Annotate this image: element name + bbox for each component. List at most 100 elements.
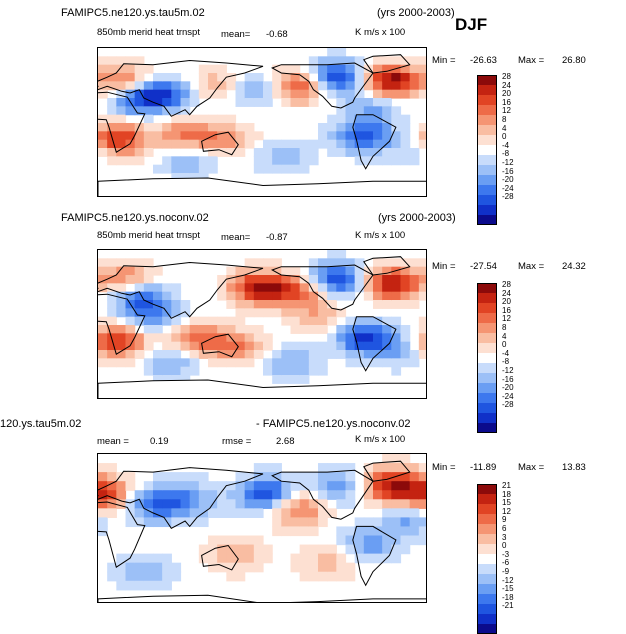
field-cell — [162, 291, 172, 301]
field-cell — [244, 89, 255, 99]
field-cell — [373, 131, 383, 141]
field-cell — [382, 358, 392, 368]
field-cell — [116, 499, 127, 509]
field-cell — [171, 508, 182, 518]
field-cell — [308, 544, 319, 555]
field-cell — [391, 258, 402, 268]
field-cell — [217, 341, 227, 351]
field-cell — [253, 300, 264, 309]
field-cell — [263, 544, 273, 555]
colorbar-box — [477, 195, 497, 205]
field-cell — [290, 325, 301, 334]
field-cell — [235, 341, 246, 351]
field-cell — [373, 358, 383, 368]
field-cell — [409, 463, 420, 473]
field-cell — [171, 114, 182, 124]
field-cell — [272, 89, 282, 99]
field-cell — [290, 300, 301, 309]
field-cell — [189, 481, 200, 491]
field-cell — [400, 463, 411, 473]
field-cell — [153, 164, 163, 174]
field-cell — [308, 341, 319, 351]
field-cell — [290, 472, 301, 482]
colorbar-box — [477, 383, 497, 393]
panel3-mean-value: 0.19 — [150, 436, 169, 447]
field-cell — [363, 526, 374, 537]
field-cell — [217, 283, 227, 293]
field-cell — [253, 325, 264, 334]
field-cell — [308, 517, 319, 528]
field-cell — [153, 283, 163, 293]
field-cell — [336, 56, 347, 66]
panel2-field — [98, 250, 426, 398]
field-cell — [98, 89, 108, 99]
field-cell — [217, 291, 227, 301]
field-cell — [125, 73, 136, 82]
colorbar-tick-label: 16 — [502, 97, 511, 107]
field-cell — [400, 114, 411, 124]
field-cell — [235, 139, 246, 149]
panel3-min-value: -11.89 — [470, 462, 497, 473]
field-cell — [189, 98, 200, 107]
field-cell — [244, 139, 255, 149]
field-cell — [373, 139, 383, 149]
field-cell — [400, 325, 411, 334]
field-cell — [363, 472, 374, 482]
field-cell — [180, 366, 191, 376]
field-cell — [272, 366, 282, 376]
field-cell — [162, 580, 172, 591]
field-cell — [125, 81, 136, 91]
field-cell — [290, 358, 301, 368]
field-cell — [116, 258, 127, 268]
field-cell — [162, 571, 172, 582]
colorbar-box — [477, 95, 497, 105]
field-cell — [162, 81, 172, 91]
field-cell — [382, 463, 392, 473]
field-cell — [263, 366, 273, 376]
field-cell — [382, 333, 392, 343]
field-cell — [400, 350, 411, 359]
field-cell — [345, 123, 356, 132]
field-cell — [198, 131, 209, 141]
field-cell — [363, 139, 374, 149]
field-cell — [171, 73, 182, 82]
colorbar-tick-label: -16 — [502, 374, 514, 384]
field-cell — [418, 481, 426, 491]
field-cell — [308, 89, 319, 99]
field-cell — [363, 499, 374, 509]
field-cell — [208, 490, 218, 500]
field-cell — [308, 553, 319, 564]
field-cell — [107, 258, 117, 268]
field-cell — [290, 283, 301, 293]
field-cell — [345, 131, 356, 141]
field-cell — [382, 508, 392, 518]
field-cell — [281, 517, 292, 528]
field-cell — [107, 98, 117, 107]
field-cell — [363, 350, 374, 359]
field-cell — [162, 472, 172, 482]
panel1-map — [97, 47, 427, 197]
field-cell — [418, 123, 426, 132]
field-cell — [281, 481, 292, 491]
field-cell — [208, 341, 218, 351]
field-cell — [180, 89, 191, 99]
field-cell — [162, 508, 172, 518]
field-cell — [253, 73, 264, 82]
field-cell — [263, 81, 273, 91]
field-cell — [116, 56, 127, 66]
field-cell — [391, 490, 402, 500]
field-cell — [308, 562, 319, 573]
field-cell — [189, 499, 200, 509]
field-cell — [290, 499, 301, 509]
coastline-africa — [98, 91, 146, 153]
field-cell — [373, 64, 383, 74]
colorbar-tick-label: 4 — [502, 331, 507, 341]
panel3-colorbar: 21 18 15 12 9 6 3 0 -3 -6 -9 -12 -15 -18 -21 — [477, 482, 537, 634]
field-cell — [198, 517, 209, 528]
field-cell — [318, 73, 328, 82]
field-cell — [153, 350, 163, 359]
colorbar-tick-label: 24 — [502, 80, 511, 90]
field-cell — [235, 316, 246, 326]
field-cell — [318, 56, 328, 66]
field-cell — [354, 341, 365, 351]
